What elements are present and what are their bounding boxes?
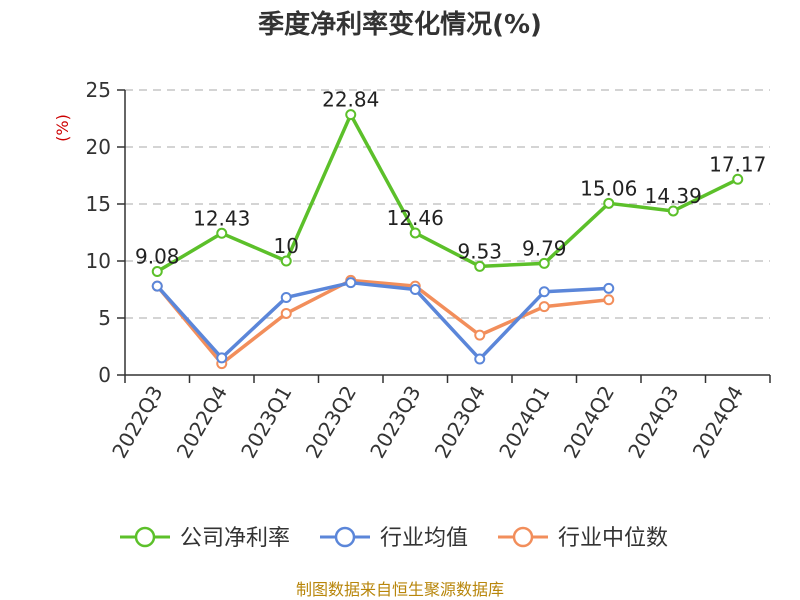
data-labels: 9.08 12.43 10 22.84 12.46 9.53 9.79 15.06 14.39 1…	[135, 88, 766, 269]
x-tick-label: 2024Q4	[688, 382, 748, 463]
x-tick-label: 2023Q3	[365, 382, 425, 463]
data-label: 12.46	[387, 206, 444, 230]
data-point[interactable]	[216, 352, 228, 364]
data-point[interactable]	[280, 255, 292, 267]
series-line	[156, 112, 739, 273]
source-note: 制图数据来自恒生聚源数据库	[296, 580, 504, 599]
data-point[interactable]	[345, 109, 357, 121]
x-tick-label: 2024Q2	[559, 382, 619, 463]
data-point[interactable]	[732, 173, 744, 185]
data-label: 14.39	[645, 184, 702, 208]
data-point[interactable]	[409, 284, 421, 295]
legend-marker	[134, 526, 156, 548]
data-point[interactable]	[538, 301, 550, 313]
legend-item[interactable]: 行业均值	[320, 526, 468, 551]
y-tick-label: 20	[86, 135, 111, 159]
grid-lines	[125, 89, 770, 319]
x-tick-label: 2023Q2	[301, 382, 361, 463]
y-tick-label: 0	[98, 363, 111, 387]
data-point[interactable]	[409, 227, 421, 239]
legend-label: 行业中位数	[558, 526, 668, 551]
data-point[interactable]	[280, 291, 292, 303]
chart-title: 季度净利率变化情况(%)	[258, 9, 542, 40]
legend[interactable]: 公司净利率 行业均值 行业中位数	[120, 526, 668, 551]
legend-label: 公司净利率	[180, 526, 290, 551]
data-label: 12.43	[193, 206, 250, 230]
legend-item[interactable]: 公司净利率	[120, 526, 290, 551]
data-point[interactable]	[345, 277, 357, 289]
data-point[interactable]	[151, 280, 163, 292]
data-label: 17.17	[709, 152, 766, 176]
series-line	[155, 278, 609, 366]
data-label: 10	[274, 234, 299, 258]
data-label: 9.53	[457, 239, 502, 263]
legend-marker	[512, 526, 534, 548]
x-tick-label: 2024Q1	[494, 382, 554, 463]
y-tick-label: 5	[98, 306, 111, 330]
data-point[interactable]	[151, 265, 163, 277]
data-point[interactable]	[603, 197, 615, 209]
y-tick-label: 15	[86, 192, 111, 216]
series-line	[155, 280, 609, 361]
data-label: 9.79	[522, 236, 567, 260]
y-tick-label: 10	[86, 249, 111, 273]
data-point[interactable]	[474, 329, 486, 341]
data-label: 9.08	[135, 244, 180, 268]
legend-item[interactable]: 行业中位数	[498, 526, 668, 551]
y-tick-label: 25	[86, 78, 111, 102]
series-layer	[151, 109, 744, 370]
x-tick-label: 2023Q1	[236, 382, 296, 463]
legend-label: 行业均值	[380, 526, 468, 551]
data-point[interactable]	[603, 282, 615, 294]
data-point[interactable]	[474, 353, 486, 365]
x-tick-label: 2022Q3	[107, 382, 167, 463]
x-tick-label: 2022Q4	[172, 382, 232, 463]
data-point[interactable]	[474, 260, 486, 272]
data-label: 22.84	[322, 88, 379, 112]
x-tick-label: 2023Q4	[430, 382, 490, 463]
data-point[interactable]	[667, 205, 679, 217]
legend-marker	[334, 526, 356, 548]
data-point[interactable]	[280, 307, 292, 319]
y-axis-label: (%)	[53, 114, 72, 142]
data-point[interactable]	[538, 257, 550, 269]
axes: 0 5 10 15 20 25 2022Q3 2022Q4 2023Q1 2023Q2 2023Q3…	[86, 78, 771, 463]
x-tick-label: 2024Q3	[623, 382, 683, 463]
data-label: 15.06	[580, 176, 637, 200]
data-point[interactable]	[538, 286, 550, 298]
data-point[interactable]	[216, 227, 228, 239]
data-point[interactable]	[603, 294, 615, 306]
